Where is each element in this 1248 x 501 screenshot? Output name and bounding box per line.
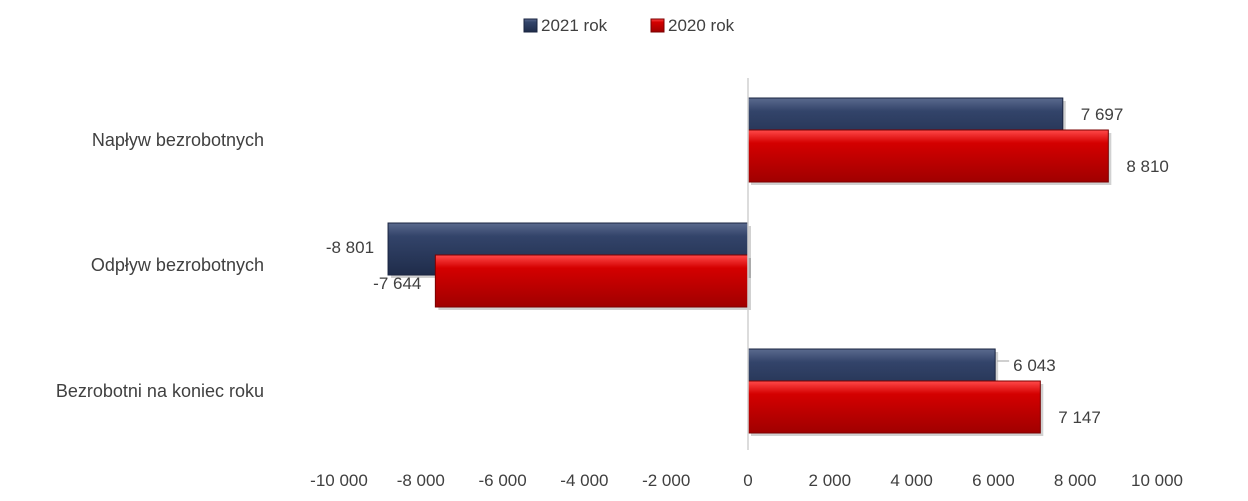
legend: 2021 rok 2020 rok [523, 16, 735, 35]
category-label: Odpływ bezrobotnych [91, 255, 264, 275]
x-tick-label: 2 000 [809, 471, 852, 490]
x-tick-label: -4 000 [560, 471, 608, 490]
legend-label: 2020 rok [668, 16, 735, 35]
data-label: -8 801 [326, 238, 374, 257]
x-tick-label: 4 000 [890, 471, 933, 490]
legend-swatch [523, 18, 538, 33]
bar-series-2-cat-1 [747, 129, 1109, 183]
plot-area: 7 697 8 810 -8 801 -7 644 6 043 7 147 [326, 97, 1169, 436]
x-tick-label: 10 000 [1131, 471, 1183, 490]
x-tick-label: 0 [743, 471, 752, 490]
data-label: -7 644 [373, 274, 421, 293]
legend-swatch [650, 18, 665, 33]
x-tick-label: -2 000 [642, 471, 690, 490]
x-tick-label: 8 000 [1054, 471, 1097, 490]
legend-label: 2021 rok [541, 16, 608, 35]
data-label: 7 697 [1081, 105, 1124, 124]
category-label: Bezrobotni na koniec roku [56, 381, 264, 401]
category-label: Napływ bezrobotnych [92, 130, 264, 150]
x-axis: -10 000 -8 000 -6 000 -4 000 -2 000 0 2 000 4 0… [310, 78, 1183, 490]
x-tick-label: -8 000 [397, 471, 445, 490]
category-labels: Napływ bezrobotnych Odpływ bezrobotnych Be… [56, 130, 264, 401]
data-label: 6 043 [1013, 356, 1056, 375]
x-tick-label: -10 000 [310, 471, 368, 490]
bar-series-2-cat-2 [434, 254, 749, 308]
data-label: 8 810 [1126, 157, 1169, 176]
data-label: 7 147 [1058, 408, 1101, 427]
x-tick-label: -6 000 [478, 471, 526, 490]
x-tick-label: 6 000 [972, 471, 1015, 490]
bar-series-2-cat-3 [747, 380, 1041, 434]
